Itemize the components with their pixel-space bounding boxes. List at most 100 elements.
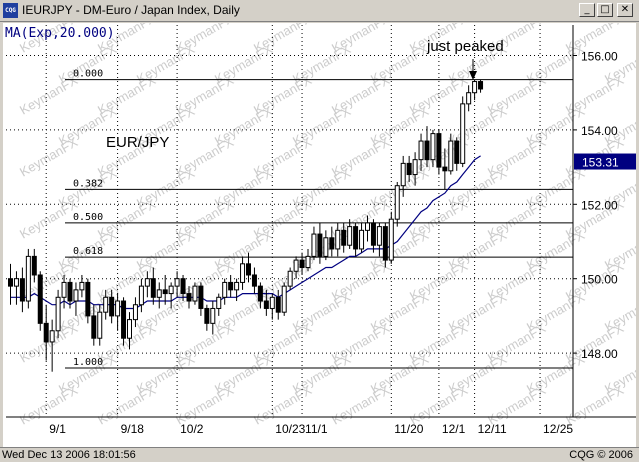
candle-body [281, 285, 287, 313]
candle-body [269, 296, 275, 309]
candle-body [228, 281, 234, 291]
candle-body [472, 81, 478, 94]
window-title: IEURJPY - DM-Euro / Japan Index, Daily [22, 3, 240, 17]
candle-body [138, 285, 144, 306]
x-tick-label: 12/11 [478, 422, 507, 436]
watermark-text: KeymanFX [17, 72, 80, 117]
fib-label: 0.000 [73, 69, 103, 80]
candle-body [293, 259, 299, 272]
candle-body [317, 233, 323, 257]
candle-body [150, 278, 156, 298]
candle-body [115, 300, 121, 317]
y-tick-label: 148.00 [581, 347, 618, 361]
candle-body [79, 281, 85, 291]
candle-body [370, 222, 376, 246]
candle-body [400, 162, 406, 187]
candle-body [478, 81, 484, 90]
watermark-text: KeymanFX [251, 382, 314, 427]
candle-body [251, 274, 257, 287]
candle-body [466, 92, 472, 105]
x-tick-label: 11/20 [394, 422, 423, 436]
candle-body [275, 296, 281, 313]
candle-body [240, 263, 246, 283]
candle-body [353, 226, 359, 250]
candle-body [341, 229, 347, 246]
candle-body [85, 281, 91, 317]
candle-body [49, 330, 55, 343]
y-tick-label: 152.00 [581, 198, 618, 212]
candle-body [67, 281, 73, 302]
candle-body [263, 300, 269, 309]
candle-body [132, 304, 138, 321]
candle-body [156, 289, 162, 298]
candle-body [73, 289, 79, 302]
candle-body [406, 162, 412, 176]
watermark-text: KeymanFX [17, 320, 80, 365]
last-price-badge [574, 153, 636, 170]
chart-area[interactable]: KeymanFX KeymanFX KeymanFX KeymanFX KeymanFX… [3, 23, 636, 458]
candle-body [91, 315, 97, 339]
candle-body [31, 255, 37, 276]
candle-body [37, 274, 43, 324]
x-tick-label: 9/1 [49, 422, 66, 436]
cqg-app-icon: CQG [3, 3, 18, 18]
candle-body [174, 278, 180, 287]
candle-body [299, 259, 305, 269]
watermark-text: KeymanFX [17, 196, 80, 241]
candle-body [204, 307, 210, 324]
candle-body [168, 285, 174, 295]
candle-body [436, 133, 442, 168]
fib-label: 0.382 [73, 178, 103, 189]
candle-body [257, 285, 263, 302]
price-chart[interactable]: KeymanFX KeymanFX KeymanFX KeymanFX KeymanFX… [3, 23, 636, 447]
x-tick-label: 10/23 [275, 422, 305, 436]
candle-body [43, 322, 49, 343]
fib-label: 1.000 [73, 357, 103, 368]
candle-body [246, 263, 251, 276]
candle-body [234, 281, 240, 291]
candle-body [329, 237, 335, 250]
watermark-text: KeymanFX [17, 134, 80, 179]
indicator-label: MA(Exp,20.000) [5, 26, 115, 41]
fib-label: 0.618 [73, 246, 103, 257]
last-price-label: 153.31 [582, 156, 619, 170]
candle-body [347, 226, 353, 246]
candle-body [460, 103, 466, 164]
candle-body [144, 278, 150, 287]
candle-body [335, 229, 341, 250]
candle-body [13, 278, 19, 287]
candle-body [25, 255, 31, 302]
fib-label: 0.500 [73, 212, 103, 223]
window-title-bar: CQG IEURJPY - DM-Euro / Japan Index, Dai… [0, 0, 639, 22]
candle-body [365, 222, 370, 231]
candle-body [55, 296, 61, 332]
candle-body [186, 293, 192, 302]
maximize-button[interactable]: □ [597, 3, 613, 17]
minimize-button[interactable]: _ [579, 3, 595, 17]
x-tick-label: 12/25 [543, 422, 573, 436]
watermark-text: KeymanFX [329, 382, 392, 427]
candle-body [192, 285, 198, 302]
watermark-text: KeymanFX [95, 382, 158, 427]
candle-body [311, 233, 317, 257]
status-copyright: CQG © 2006 [569, 449, 633, 461]
close-button[interactable]: ✕ [617, 3, 633, 17]
candle-body [8, 278, 13, 287]
candle-body [210, 307, 216, 324]
x-tick-label: 12/1 [442, 422, 466, 436]
candle-body [19, 278, 25, 302]
candle-body [424, 140, 430, 161]
instrument-label: EUR/JPY [106, 134, 169, 151]
candle-body [103, 296, 109, 313]
watermark-text: KeymanFX [17, 382, 80, 427]
y-tick-label: 150.00 [581, 273, 618, 287]
candle-body [287, 270, 293, 287]
candle-body [394, 185, 400, 220]
candle-body [418, 140, 424, 161]
status-timestamp: Wed Dec 13 2006 18:01:56 [2, 449, 136, 461]
candle-body [454, 140, 460, 164]
y-tick-label: 154.00 [581, 124, 618, 138]
candle-body [127, 319, 132, 339]
watermark-text: KeymanFX [173, 382, 236, 427]
status-bar: Wed Dec 13 2006 18:01:56 CQG © 2006 [0, 447, 639, 462]
